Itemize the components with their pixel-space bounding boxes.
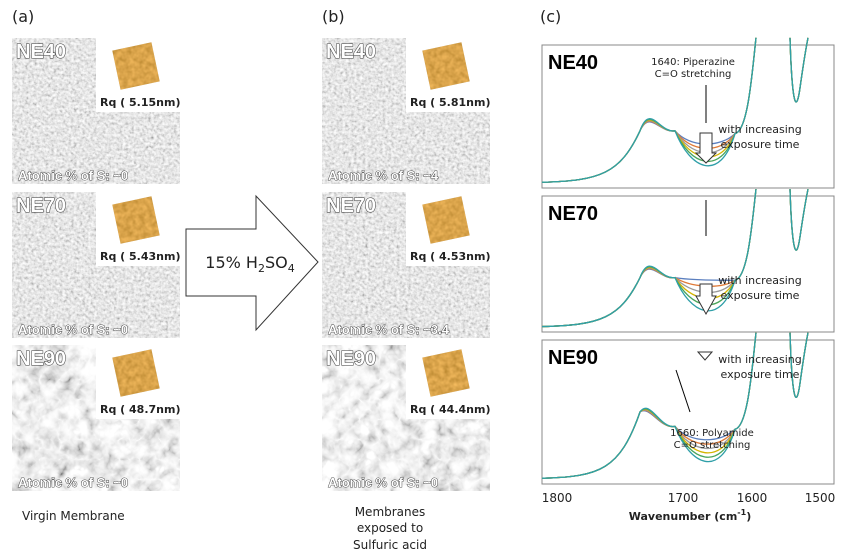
roughness: Rq ( 5.15nm): [100, 96, 181, 109]
afm-image: [422, 349, 469, 396]
afm-image: [112, 196, 159, 243]
membrane-name: NE90: [326, 348, 376, 370]
peak-annotation: 1640: Piperazine: [651, 57, 735, 68]
roughness: Rq ( 5.43nm): [100, 250, 181, 263]
caption: Virgin Membrane: [22, 509, 125, 523]
membrane-name: NE70: [16, 195, 66, 217]
trend-note: with increasing: [718, 274, 801, 287]
x-tick-label: 1700: [668, 491, 699, 505]
afm-image: [112, 42, 159, 89]
sulfur-content: Atomic % of S: ~0: [18, 475, 128, 490]
text: 15% H: [205, 253, 258, 272]
afm-image: [422, 196, 469, 243]
trend-note: exposure time: [721, 138, 800, 151]
figure: 15% H2SO4 (a) (b) (c) Virgin Membrane Me…: [0, 0, 841, 556]
roughness: Rq ( 5.81nm): [410, 96, 491, 109]
x-tick-label: 1500: [805, 491, 836, 505]
sulfur-content: Atomic % of S: ~0: [18, 168, 128, 183]
text: Wavenumber (cm: [629, 510, 738, 523]
afm-image: [112, 349, 159, 396]
caption: Membranes: [355, 505, 426, 519]
trend-note: exposure time: [721, 289, 800, 302]
membrane-name: NE90: [16, 348, 66, 370]
sulfur-content: Atomic % of S: ~4: [328, 168, 439, 183]
membrane-name: NE90: [548, 347, 598, 369]
membrane-name: NE40: [16, 41, 66, 63]
trend-note: with increasing: [718, 123, 801, 136]
sulfur-content: Atomic % of S: ~0: [328, 475, 438, 490]
panel-label: (b): [322, 7, 345, 26]
sulfur-content: Atomic % of S: ~0: [18, 322, 128, 337]
text: SO: [265, 253, 288, 272]
membrane-name: NE40: [548, 52, 598, 74]
treatment-label: 15% H2SO4: [205, 253, 294, 275]
x-tick-label: 1800: [542, 491, 573, 505]
trend-arrow: [698, 352, 712, 360]
x-tick-label: 1600: [737, 491, 768, 505]
membrane-name: NE70: [326, 195, 376, 217]
afm-image: [422, 42, 469, 89]
text: ): [746, 510, 751, 523]
subscript: 2: [258, 262, 265, 275]
peak-annotation: 1660: Polyamide: [670, 428, 754, 439]
panel-label: (c): [540, 7, 561, 26]
roughness: Rq ( 48.7nm): [100, 403, 181, 416]
roughness: Rq ( 4.53nm): [410, 250, 491, 263]
x-axis-label: Wavenumber (cm-1): [629, 508, 751, 523]
pointer-arrow: [676, 370, 690, 412]
trend-arrow: [696, 284, 716, 314]
membrane-name: NE70: [548, 203, 598, 225]
trend-note: exposure time: [721, 368, 800, 381]
peak-annotation: C=O stretching: [674, 440, 751, 451]
membrane-name: NE40: [326, 41, 376, 63]
trend-note: with increasing: [718, 353, 801, 366]
roughness: Rq ( 44.4nm): [410, 403, 491, 416]
subscript: 4: [288, 262, 295, 275]
panel-label: (a): [12, 7, 34, 26]
sulfur-content: Atomic % of S: ~3.4: [328, 322, 450, 337]
caption: Sulfuric acid: [353, 538, 427, 552]
peak-annotation: C=O stretching: [655, 69, 732, 80]
caption: exposed to: [357, 521, 423, 535]
